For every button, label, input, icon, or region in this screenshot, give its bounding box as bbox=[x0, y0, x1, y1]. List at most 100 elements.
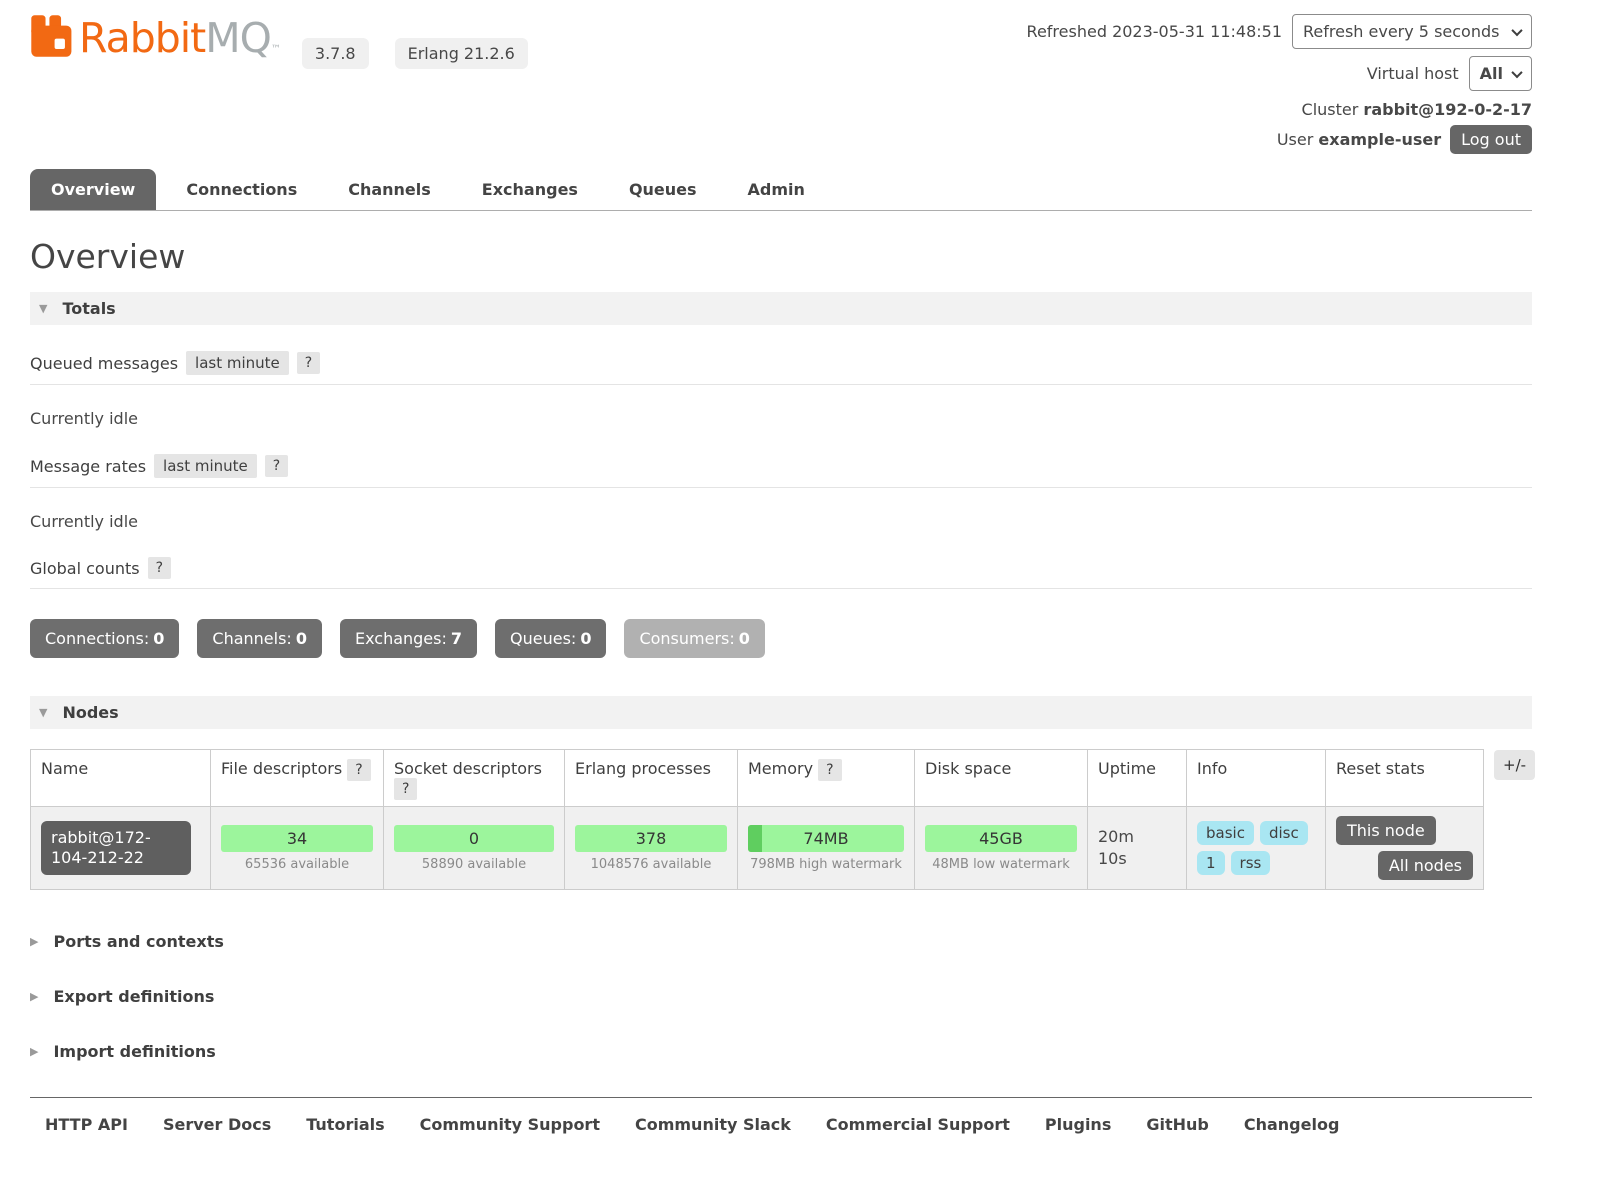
socket-descriptors-cell: 0 58890 available bbox=[383, 806, 565, 890]
tab-exchanges[interactable]: Exchanges bbox=[481, 180, 578, 199]
toggle-columns-button[interactable]: +/- bbox=[1494, 750, 1536, 780]
totals-section-header[interactable]: ▼ Totals bbox=[30, 292, 1532, 325]
rabbitmq-logo: RabbitMQ™ bbox=[30, 14, 281, 62]
import-definitions-section[interactable]: ▶ Import definitions bbox=[30, 1042, 1532, 1061]
uptime-cell: 20m 10s bbox=[1087, 806, 1187, 890]
help-icon[interactable]: ? bbox=[818, 759, 842, 781]
col-uptime: Uptime bbox=[1087, 749, 1187, 807]
global-counts-row: Connections: 0 Channels: 0 Exchanges: 7 Que… bbox=[30, 619, 1532, 658]
header-right: Refreshed 2023-05-31 11:48:51 Refresh ev… bbox=[1027, 14, 1532, 161]
tab-queues[interactable]: Queues bbox=[628, 180, 697, 199]
footer-link-tutorials[interactable]: Tutorials bbox=[306, 1115, 385, 1134]
col-info: Info bbox=[1186, 749, 1326, 807]
socket-descriptors-available: 58890 available bbox=[421, 856, 527, 872]
footer-link-github[interactable]: GitHub bbox=[1146, 1115, 1209, 1134]
expand-triangle-icon: ▶ bbox=[30, 1045, 39, 1058]
virtual-host-select[interactable]: All bbox=[1468, 56, 1532, 91]
footer-link-community-slack[interactable]: Community Slack bbox=[634, 1115, 791, 1134]
refreshed-label: Refreshed 2023-05-31 11:48:51 bbox=[1026, 22, 1282, 41]
memory-watermark: 798MB high watermark bbox=[750, 856, 902, 872]
rates-window-badge: last minute bbox=[154, 454, 257, 478]
tab-connections[interactable]: Connections bbox=[186, 180, 298, 199]
help-icon[interactable]: ? bbox=[394, 778, 418, 800]
footer-link-community-support[interactable]: Community Support bbox=[419, 1115, 600, 1134]
consumers-count-badge: Consumers: 0 bbox=[624, 619, 765, 658]
help-icon[interactable]: ? bbox=[347, 759, 371, 781]
tab-overview[interactable]: Overview bbox=[30, 169, 157, 210]
col-disk-space: Disk space bbox=[914, 749, 1088, 807]
memory-meter: 74MB bbox=[748, 824, 904, 852]
col-socket-descriptors: Socket descriptors ? bbox=[383, 749, 565, 807]
brand-mq: MQ bbox=[205, 14, 272, 62]
rabbitmq-version-badge: 3.7.8 bbox=[301, 38, 369, 69]
memory-cell: 74MB 798MB high watermark bbox=[737, 806, 915, 890]
nodes-table: Name File descriptors ? Socket descripto… bbox=[30, 749, 1484, 890]
tab-admin[interactable]: Admin bbox=[747, 180, 805, 199]
collapse-triangle-icon: ▼ bbox=[39, 706, 48, 719]
refreshed-timestamp: 2023-05-31 11:48:51 bbox=[1112, 22, 1282, 41]
nodes-section-title: Nodes bbox=[62, 703, 119, 722]
logo-block: RabbitMQ™ 3.7.8 Erlang 21.2.6 bbox=[30, 14, 528, 161]
col-file-descriptors: File descriptors ? bbox=[210, 749, 384, 807]
nodes-header-row: Name File descriptors ? Socket descripto… bbox=[30, 749, 1484, 807]
erlang-processes-meter: 378 bbox=[575, 824, 727, 852]
totals-section-title: Totals bbox=[62, 299, 116, 318]
file-descriptors-available: 65536 available bbox=[244, 856, 350, 872]
queues-count-badge: Queues: 0 bbox=[495, 619, 607, 658]
top-bar: RabbitMQ™ 3.7.8 Erlang 21.2.6 Refreshed … bbox=[30, 0, 1532, 161]
footer-link-http-api[interactable]: HTTP API bbox=[45, 1115, 128, 1134]
user-row: User example-user Log out bbox=[1027, 125, 1532, 154]
footer-link-changelog[interactable]: Changelog bbox=[1243, 1115, 1340, 1134]
ports-and-contexts-section[interactable]: ▶ Ports and contexts bbox=[30, 932, 1532, 951]
info-badge-count: 1 bbox=[1197, 851, 1225, 875]
brand-tm: ™ bbox=[270, 44, 281, 55]
refresh-row: Refreshed 2023-05-31 11:48:51 Refresh ev… bbox=[1027, 14, 1532, 49]
file-descriptors-meter: 34 bbox=[221, 824, 373, 852]
help-icon[interactable]: ? bbox=[296, 352, 321, 374]
logout-button[interactable]: Log out bbox=[1450, 125, 1532, 154]
virtual-host-row: Virtual host All bbox=[1027, 56, 1532, 91]
expand-triangle-icon: ▶ bbox=[30, 935, 39, 948]
footer-link-plugins[interactable]: Plugins bbox=[1044, 1115, 1112, 1134]
virtual-host-value: All bbox=[1479, 64, 1503, 83]
info-cell: basic disc 1 rss bbox=[1186, 806, 1326, 890]
brand-rabbit: Rabbit bbox=[79, 14, 206, 62]
rabbitmq-rabbit-icon bbox=[30, 14, 74, 62]
export-definitions-section[interactable]: ▶ Export definitions bbox=[30, 987, 1532, 1006]
disk-space-cell: 45GB 48MB low watermark bbox=[914, 806, 1088, 890]
cluster-name: rabbit@192-0-2-17 bbox=[1363, 100, 1532, 119]
disk-space-meter: 45GB bbox=[925, 824, 1077, 852]
cluster-label: Cluster bbox=[1301, 100, 1359, 119]
refresh-interval-select[interactable]: Refresh every 5 seconds bbox=[1292, 14, 1532, 49]
collapse-triangle-icon: ▼ bbox=[39, 302, 48, 315]
erlang-processes-available: 1048576 available bbox=[590, 856, 712, 872]
page-title: Overview bbox=[30, 237, 186, 276]
footer-link-server-docs[interactable]: Server Docs bbox=[162, 1115, 272, 1134]
reset-this-node-button[interactable]: This node bbox=[1336, 816, 1436, 845]
info-badge-disc: disc bbox=[1259, 821, 1308, 845]
reset-all-nodes-button[interactable]: All nodes bbox=[1377, 851, 1473, 880]
nodes-section-header[interactable]: ▼ Nodes bbox=[30, 696, 1532, 729]
footer-link-commercial-support[interactable]: Commercial Support bbox=[825, 1115, 1010, 1134]
help-icon[interactable]: ? bbox=[147, 557, 172, 579]
info-badge-basic: basic bbox=[1197, 821, 1254, 845]
version-badges: 3.7.8 Erlang 21.2.6 bbox=[301, 38, 528, 69]
refresh-interval-value: Refresh every 5 seconds bbox=[1303, 22, 1500, 41]
global-counts-label: Global counts bbox=[30, 558, 140, 578]
erlang-processes-cell: 378 1048576 available bbox=[564, 806, 738, 890]
virtual-host-label: Virtual host bbox=[1366, 64, 1459, 83]
user-name: example-user bbox=[1318, 130, 1442, 149]
brand-wordmark: RabbitMQ™ bbox=[79, 14, 281, 62]
connections-count-badge: Connections: 0 bbox=[30, 619, 180, 658]
channels-count-badge: Channels: 0 bbox=[197, 619, 322, 658]
disk-space-watermark: 48MB low watermark bbox=[932, 856, 1070, 872]
memory-used-fill bbox=[748, 824, 763, 852]
uptime-value: 20m 10s bbox=[1098, 827, 1134, 868]
info-badges: basic disc 1 rss bbox=[1197, 821, 1315, 875]
tab-channels[interactable]: Channels bbox=[348, 180, 431, 199]
queued-window-badge: last minute bbox=[186, 351, 289, 375]
help-icon[interactable]: ? bbox=[264, 455, 289, 477]
queued-messages-heading: Queued messages last minute ? bbox=[30, 351, 1532, 385]
chevron-down-icon bbox=[1511, 66, 1523, 78]
info-badge-rss: rss bbox=[1230, 851, 1271, 875]
